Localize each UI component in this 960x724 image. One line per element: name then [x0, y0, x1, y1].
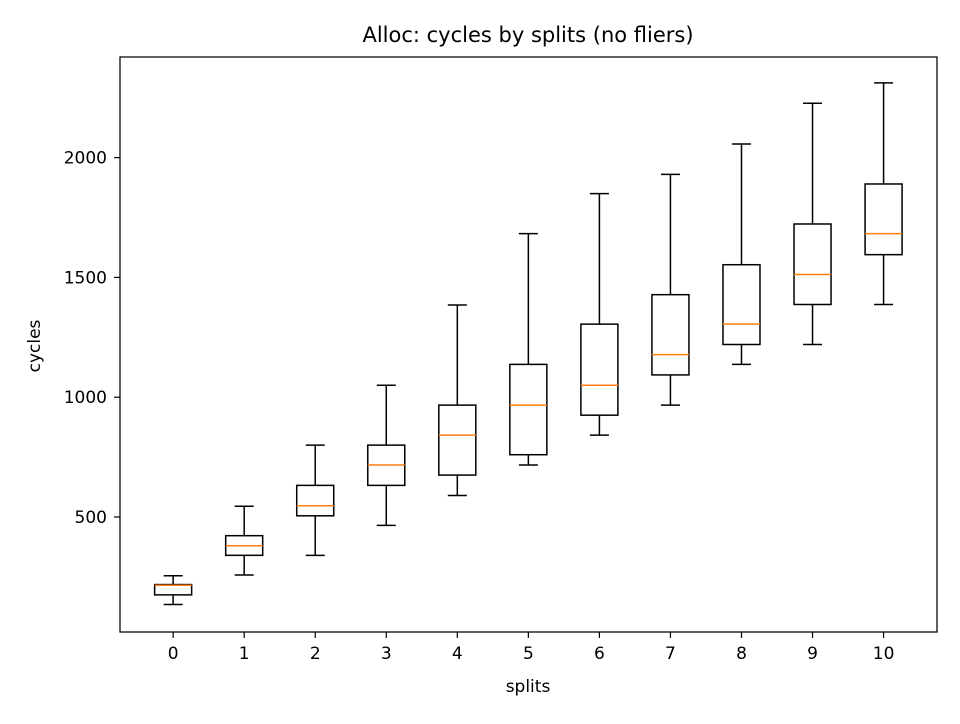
iqr-box: [295, 484, 335, 517]
y-tick-label: 1000: [64, 388, 107, 408]
iqr-box: [651, 293, 690, 376]
y-axis-label: cycles: [25, 319, 45, 372]
iqr-box: [722, 263, 761, 346]
axes-frame: [119, 56, 938, 633]
box-3: [367, 384, 406, 527]
box-1: [224, 505, 264, 576]
box-10: [864, 82, 903, 306]
chart-title: Alloc: cycles by splits (no fliers): [362, 23, 693, 47]
x-tick-label: 9: [807, 644, 818, 664]
iqr-box: [153, 583, 193, 596]
box-0: [153, 574, 193, 606]
box-9: [793, 102, 832, 346]
x-tick-label: 8: [736, 644, 747, 664]
boxes-layer: [153, 82, 903, 606]
x-tick-label: 7: [665, 644, 676, 664]
y-ticks: 500 1000 1500 2000: [64, 149, 120, 528]
box-2: [295, 444, 335, 557]
y-tick-label: 500: [75, 508, 107, 528]
box-5: [509, 232, 548, 466]
box-7: [651, 173, 690, 406]
iqr-box: [509, 363, 548, 456]
x-tick-label: 3: [381, 644, 392, 664]
box-4: [438, 304, 477, 497]
y-tick-label: 1500: [64, 268, 107, 288]
box-6: [580, 192, 619, 436]
x-ticks: 0 1 2 3 4 5 6 7 8 9 10: [168, 632, 895, 664]
box-8: [722, 143, 761, 366]
iqr-box: [864, 183, 903, 256]
x-tick-label: 1: [239, 644, 250, 664]
iqr-box: [793, 223, 832, 306]
y-tick-label: 2000: [64, 149, 107, 169]
x-tick-label: 10: [873, 644, 895, 664]
x-tick-label: 2: [310, 644, 321, 664]
iqr-box: [580, 323, 619, 416]
x-axis-label: splits: [506, 677, 551, 697]
x-tick-label: 6: [594, 644, 605, 664]
iqr-box: [438, 404, 477, 476]
x-tick-label: 4: [452, 644, 463, 664]
x-tick-label: 0: [168, 644, 179, 664]
x-tick-label: 5: [523, 644, 534, 664]
